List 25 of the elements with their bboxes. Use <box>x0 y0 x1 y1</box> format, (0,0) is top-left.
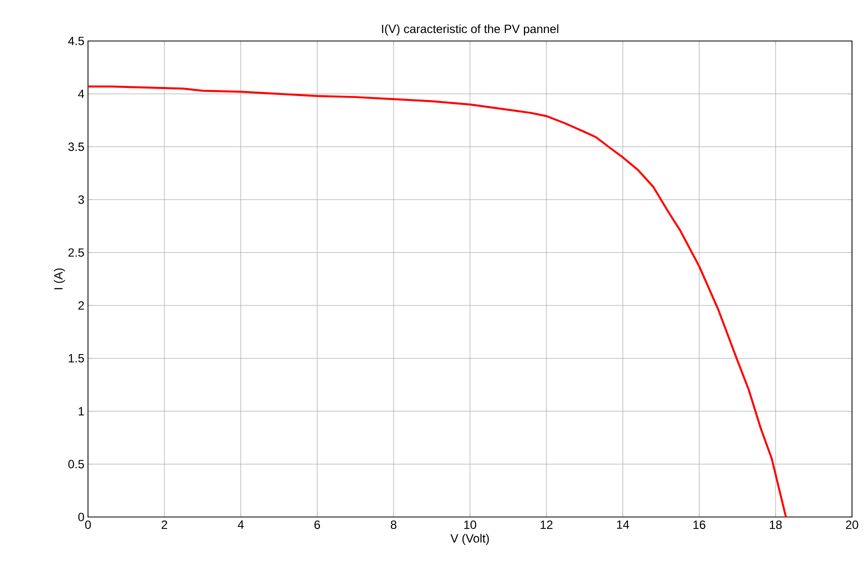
x-tick-label: 0 <box>85 520 91 529</box>
y-axis-title: I (A) <box>54 268 65 290</box>
x-tick-label: 18 <box>770 520 782 529</box>
y-tick-label: 3.5 <box>68 142 84 151</box>
y-tick-label: 4 <box>78 90 84 98</box>
chart-title: I(V) caracteristic of the PV pannel <box>382 24 558 36</box>
x-tick-label: 6 <box>314 520 320 529</box>
x-tick-label: 4 <box>238 520 244 529</box>
x-tick-label: 20 <box>846 520 858 529</box>
y-tick-label: 2 <box>78 301 84 310</box>
x-tick-label: 10 <box>464 520 476 529</box>
y-tick-label: 2.5 <box>68 248 84 257</box>
y-tick-label: 1.5 <box>68 354 84 362</box>
line-series <box>88 85 787 517</box>
x-tick-label: 2 <box>162 520 168 529</box>
y-tick-label: 0 <box>78 512 84 522</box>
x-tick-label: 8 <box>390 520 396 529</box>
y-tick-label: 3 <box>78 195 84 204</box>
x-tick-label: 16 <box>693 520 706 529</box>
x-tick-label: 12 <box>540 520 552 529</box>
y-tick-label: 4.5 <box>68 36 84 46</box>
x-tick-label: 14 <box>617 520 630 529</box>
y-tick-label: 0.5 <box>68 460 84 468</box>
y-tick-label: 1 <box>78 407 84 416</box>
x-axis-title: V (Volt) <box>450 534 489 545</box>
